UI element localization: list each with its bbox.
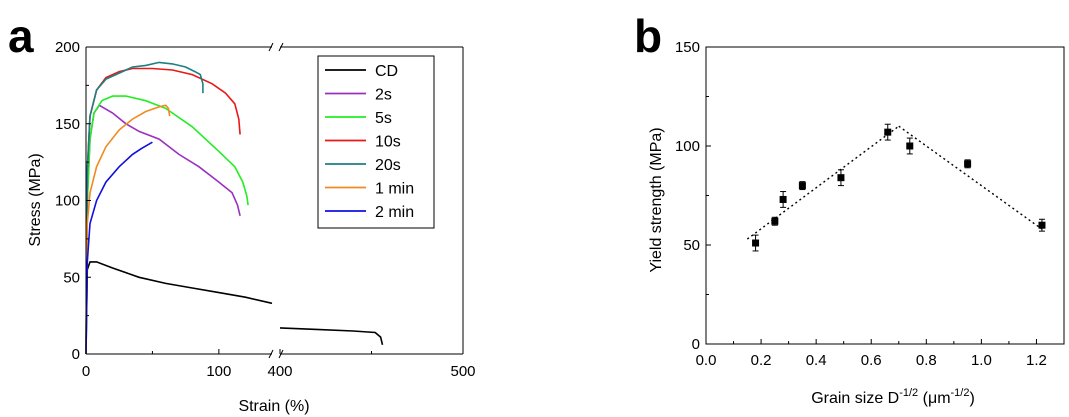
x-tick-label-b: 1.0 bbox=[971, 352, 992, 369]
panel-b: b 0 50 100 150 0.0 0.2 0.4 0.6 0.8 1.0 1.2 Yield s… bbox=[634, 10, 1065, 407]
data-point-2 bbox=[771, 217, 779, 225]
axis-break-mark bbox=[278, 42, 284, 52]
plot-frame-b bbox=[705, 46, 1065, 345]
axis-break-mark bbox=[268, 42, 274, 52]
data-point-4 bbox=[798, 182, 806, 190]
curve-cd bbox=[85, 261, 273, 355]
y-axis-label-a: Stress (MPa) bbox=[27, 153, 44, 246]
x-axis-label-b: Grain size D-1/2 (μm-1/2) bbox=[811, 387, 975, 407]
data-point-3 bbox=[779, 195, 787, 203]
data-point-1 bbox=[752, 239, 760, 247]
data-point-9 bbox=[1038, 221, 1046, 229]
y-axis-label-b: Yield strength (MPa) bbox=[648, 127, 665, 272]
x-tick-label-a: 0 bbox=[82, 363, 90, 380]
panel-a-axes: 0 50 100 150 200 0 100 400 500 bbox=[55, 39, 476, 380]
x-tick-label-b: 0.6 bbox=[861, 352, 882, 369]
legend-label-10s: 10s bbox=[375, 134, 401, 151]
x-tick-label-a: 500 bbox=[450, 363, 475, 380]
fit-line-2 bbox=[898, 125, 1043, 230]
axis-break-mark bbox=[278, 349, 284, 359]
data-point-5 bbox=[837, 174, 845, 182]
x-tick-label-b: 0.0 bbox=[696, 352, 717, 369]
legend-label-1-min: 1 min bbox=[375, 181, 414, 198]
data-point-8 bbox=[964, 160, 972, 168]
y-tick-label-b: 50 bbox=[683, 237, 700, 254]
legend-label-cd: CD bbox=[375, 63, 398, 80]
legend-a: CD 2s 5s 10s 20s 1 min 2 min bbox=[317, 55, 435, 229]
x-tick-label-b: 0.4 bbox=[806, 352, 827, 369]
y-tick-label-a: 150 bbox=[55, 116, 80, 133]
panel-a: a 0 50 100 150 200 0 100 400 500 Strain (%) Stre… bbox=[8, 10, 476, 415]
x-axis-label-a: Strain (%) bbox=[238, 398, 309, 415]
curve-5s bbox=[85, 95, 249, 355]
legend-label-5s: 5s bbox=[375, 110, 392, 127]
x-tick-label-b: 0.8 bbox=[916, 352, 937, 369]
y-tick-label-b: 100 bbox=[675, 138, 700, 155]
panel-label-b: b bbox=[634, 10, 662, 62]
curve-cd-right-segment bbox=[279, 327, 384, 345]
axis-break-mark bbox=[268, 349, 274, 359]
stress-strain-curves bbox=[85, 61, 384, 355]
y-tick-label-a: 0 bbox=[72, 346, 80, 363]
fit-lines bbox=[746, 125, 1043, 240]
y-tick-label-a: 100 bbox=[55, 193, 80, 210]
curve-20s bbox=[85, 61, 204, 355]
panel-label-a: a bbox=[8, 10, 34, 62]
x-tick-label-b: 0.2 bbox=[751, 352, 772, 369]
curve-1-min bbox=[85, 104, 171, 355]
data-point-6 bbox=[884, 128, 892, 136]
curve-2-min bbox=[85, 141, 153, 355]
x-tick-label-a: 400 bbox=[267, 363, 292, 380]
legend-label-2-min: 2 min bbox=[375, 204, 414, 221]
y-tick-label-a: 200 bbox=[55, 39, 80, 56]
legend-label-2s: 2s bbox=[375, 87, 392, 104]
y-tick-label-b: 0 bbox=[692, 336, 700, 353]
x-tick-label-a: 100 bbox=[206, 363, 231, 380]
x-tick-label-b: 1.2 bbox=[1026, 352, 1047, 369]
legend-box bbox=[317, 55, 435, 229]
data-point-7 bbox=[906, 142, 914, 150]
y-tick-label-b: 150 bbox=[675, 39, 700, 56]
data-points bbox=[752, 123, 1046, 252]
y-tick-label-a: 50 bbox=[63, 269, 80, 286]
fit-line-1 bbox=[746, 125, 900, 240]
legend-label-20s: 20s bbox=[375, 157, 401, 174]
panel-b-axes: 0 50 100 150 0.0 0.2 0.4 0.6 0.8 1.0 1.2 bbox=[675, 39, 1065, 369]
